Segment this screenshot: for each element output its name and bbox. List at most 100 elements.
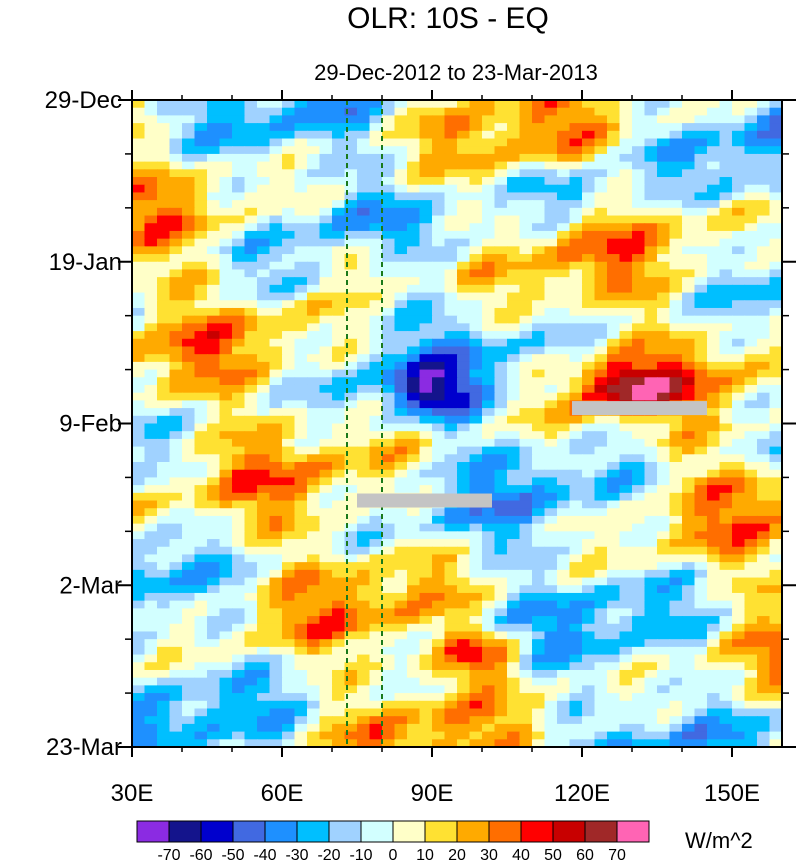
field-cell (319, 115, 333, 124)
field-cell (182, 631, 196, 640)
field-cell (382, 462, 396, 471)
field-cell (694, 331, 708, 340)
field-cell (332, 577, 346, 586)
field-cell (407, 485, 421, 494)
field-cell (507, 423, 521, 432)
field-cell (144, 277, 158, 286)
field-cell (607, 654, 621, 663)
field-cell (207, 623, 221, 633)
field-cell (269, 569, 283, 579)
field-cell (457, 639, 471, 648)
field-cell (744, 693, 758, 702)
field-cell (557, 361, 571, 371)
field-cell (144, 693, 158, 702)
field-cell (269, 562, 283, 571)
field-cell (444, 384, 458, 394)
field-cell (282, 184, 296, 194)
field-cell (294, 508, 308, 517)
field-cell (444, 261, 458, 271)
field-cell (582, 669, 596, 679)
field-cell (444, 554, 458, 563)
field-cell (144, 531, 158, 540)
field-cell (232, 562, 246, 571)
field-cell (194, 338, 208, 348)
field-cell (532, 508, 546, 517)
field-cell (657, 169, 671, 178)
field-cell (532, 115, 546, 124)
field-cell (507, 500, 521, 509)
field-cell (519, 277, 533, 286)
field-cell (769, 254, 782, 263)
field-cell (332, 654, 346, 663)
field-cell (432, 269, 446, 278)
field-cell (757, 223, 771, 232)
field-cell (207, 223, 221, 232)
field-cell (357, 192, 371, 201)
field-cell (719, 554, 733, 563)
field-cell (407, 423, 421, 432)
field-cell (269, 539, 283, 548)
field-cell (769, 346, 782, 355)
field-cell (544, 261, 558, 271)
field-cell (232, 608, 246, 617)
field-cell (644, 346, 658, 355)
field-cell (369, 238, 383, 247)
field-cell (294, 693, 308, 702)
field-cell (444, 177, 458, 186)
field-cell (219, 515, 233, 525)
field-cell (719, 238, 733, 247)
field-cell (757, 523, 771, 532)
field-cell (757, 562, 771, 571)
field-cell (544, 423, 558, 432)
field-cell (607, 384, 621, 394)
field-cell (344, 338, 358, 348)
field-cell (357, 554, 371, 563)
field-cell (719, 523, 733, 532)
field-cell (682, 177, 696, 186)
field-cell (207, 300, 221, 309)
field-cell (419, 123, 433, 132)
field-cell (219, 269, 233, 278)
field-cell (182, 346, 196, 355)
field-cell (294, 554, 308, 563)
field-cell (294, 354, 308, 363)
field-cell (744, 669, 758, 679)
field-cell (332, 438, 346, 448)
field-cell (382, 169, 396, 178)
field-cell (232, 708, 246, 717)
field-cell (294, 223, 308, 232)
field-cell (569, 646, 583, 656)
field-cell (744, 369, 758, 378)
field-cell (207, 130, 221, 140)
field-cell (557, 723, 571, 733)
field-cell (157, 408, 171, 417)
field-cell (457, 515, 471, 525)
field-cell (269, 200, 283, 209)
field-cell (632, 223, 646, 232)
field-cell (482, 254, 496, 263)
field-cell (594, 392, 608, 401)
field-cell (469, 346, 483, 355)
field-cell (644, 254, 658, 263)
field-cell (194, 192, 208, 201)
field-cell (607, 346, 621, 355)
field-cell (157, 669, 171, 679)
field-cell (344, 500, 358, 509)
field-cell (657, 515, 671, 525)
field-cell (294, 454, 308, 463)
field-cell (732, 654, 746, 663)
field-cell (744, 331, 758, 340)
field-cell (682, 669, 696, 679)
field-cell (682, 331, 696, 340)
field-cell (282, 392, 296, 401)
field-cell (144, 246, 158, 255)
field-cell (144, 161, 158, 170)
field-cell (182, 531, 196, 540)
field-cell (357, 662, 371, 671)
field-cell (582, 654, 596, 663)
field-cell (182, 261, 196, 271)
field-cell (557, 454, 571, 463)
field-cell (682, 446, 696, 455)
field-cell (632, 184, 646, 194)
field-cell (444, 454, 458, 463)
